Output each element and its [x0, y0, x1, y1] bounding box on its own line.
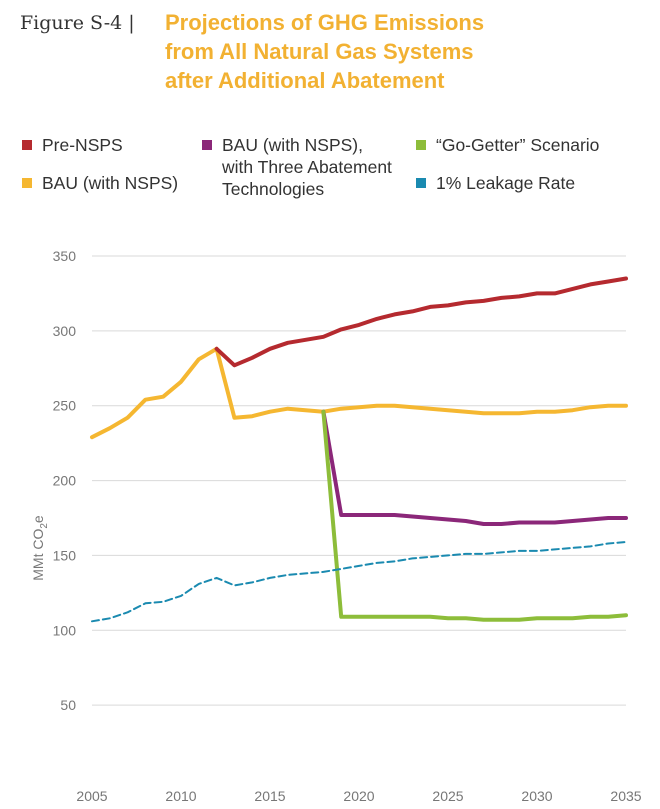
figure-title: Projections of GHG Emissions from All Na… — [165, 8, 635, 95]
legend-swatch-pre-nsps — [22, 140, 32, 150]
legend-label-go-getter: “Go-Getter” Scenario — [436, 135, 600, 155]
x-tick-label: 2010 — [165, 788, 196, 804]
y-axis-title-suffix: e — [30, 515, 46, 523]
legend-label-bau-nsps: BAU (with NSPS) — [42, 173, 179, 193]
figure-title-line-1: Projections of GHG Emissions — [165, 10, 485, 35]
legend-label-leakage: 1% Leakage Rate — [436, 173, 576, 193]
series-line-go-getter — [321, 409, 628, 622]
legend-swatch-bau-three-tech — [202, 140, 212, 150]
y-axis-title: MMt CO2e — [30, 515, 50, 581]
legend-label-pre-nsps: Pre-NSPS — [42, 135, 123, 155]
chart-legend: Pre-NSPS BAU (with NSPS) BAU (with NSPS)… — [22, 134, 642, 214]
legend-swatch-bau-nsps — [22, 178, 32, 188]
x-tick-label: 2035 — [610, 788, 641, 804]
series-line-leakage — [91, 541, 627, 623]
y-tick-label: 250 — [53, 398, 77, 414]
legend-swatch-leakage — [416, 178, 426, 188]
legend-label-bau-three-tech-line-2: with Three Abatement — [222, 157, 392, 177]
series-line-pre-nsps — [214, 276, 628, 368]
y-axis-ticks: 50 100 150 200 250 300 350 — [53, 248, 77, 713]
x-tick-label: 2030 — [521, 788, 552, 804]
y-tick-label: 350 — [53, 248, 77, 264]
y-tick-label: 300 — [53, 323, 77, 339]
series-line-bau-three-tech — [321, 409, 628, 526]
series-lines — [90, 276, 628, 623]
y-tick-label: 150 — [53, 547, 77, 563]
gridlines — [92, 255, 626, 706]
x-tick-label: 2020 — [343, 788, 374, 804]
legend-swatch-go-getter — [416, 140, 426, 150]
x-axis-ticks: 2005 2010 2015 2020 2025 2030 2035 — [76, 788, 641, 804]
y-axis-title-sub: 2 — [39, 523, 50, 529]
x-tick-label: 2005 — [76, 788, 107, 804]
figure-title-line-3: after Additional Abatement — [165, 68, 445, 93]
series-line-bau-nsps — [90, 346, 628, 440]
line-chart: 50 100 150 200 250 300 350 2005 2010 2015 2020 202… — [30, 248, 642, 804]
y-tick-label: 100 — [53, 622, 77, 638]
x-tick-label: 2025 — [432, 788, 463, 804]
y-tick-label: 50 — [60, 697, 76, 713]
legend-label-bau-three-tech-line-3: Technologies — [222, 179, 325, 199]
y-tick-label: 200 — [53, 473, 77, 489]
y-axis-title-main: MMt CO — [30, 529, 46, 581]
figure-label: Figure S-4 | — [20, 12, 135, 34]
legend-label-bau-three-tech-line-1: BAU (with NSPS), — [222, 135, 363, 155]
figure-title-line-2: from All Natural Gas Systems — [165, 39, 474, 64]
x-tick-label: 2015 — [254, 788, 285, 804]
